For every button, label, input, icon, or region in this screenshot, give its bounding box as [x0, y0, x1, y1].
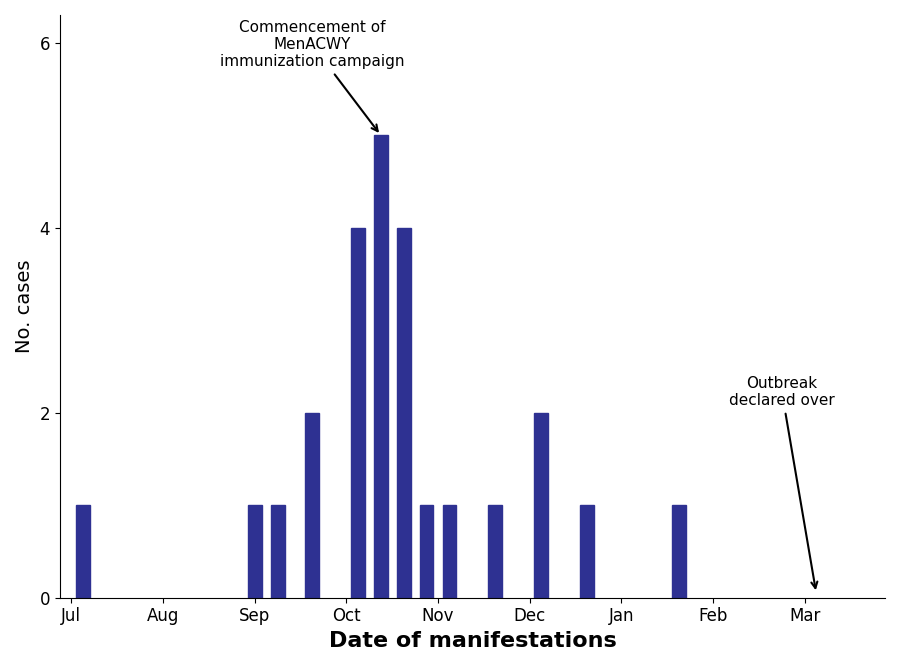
Bar — [443, 505, 456, 597]
Bar — [271, 505, 284, 597]
Bar — [580, 505, 594, 597]
X-axis label: Date of manifestations: Date of manifestations — [328, 631, 616, 651]
Bar — [671, 505, 686, 597]
Bar — [76, 505, 90, 597]
Y-axis label: No. cases: No. cases — [15, 260, 34, 353]
Bar — [535, 413, 548, 597]
Bar — [305, 413, 319, 597]
Bar — [374, 135, 388, 597]
Bar — [397, 228, 410, 597]
Bar — [351, 228, 364, 597]
Text: Commencement of
MenACWY
immunization campaign: Commencement of MenACWY immunization cam… — [220, 19, 404, 131]
Bar — [419, 505, 434, 597]
Bar — [248, 505, 262, 597]
Bar — [489, 505, 502, 597]
Text: Outbreak
declared over: Outbreak declared over — [729, 376, 834, 588]
